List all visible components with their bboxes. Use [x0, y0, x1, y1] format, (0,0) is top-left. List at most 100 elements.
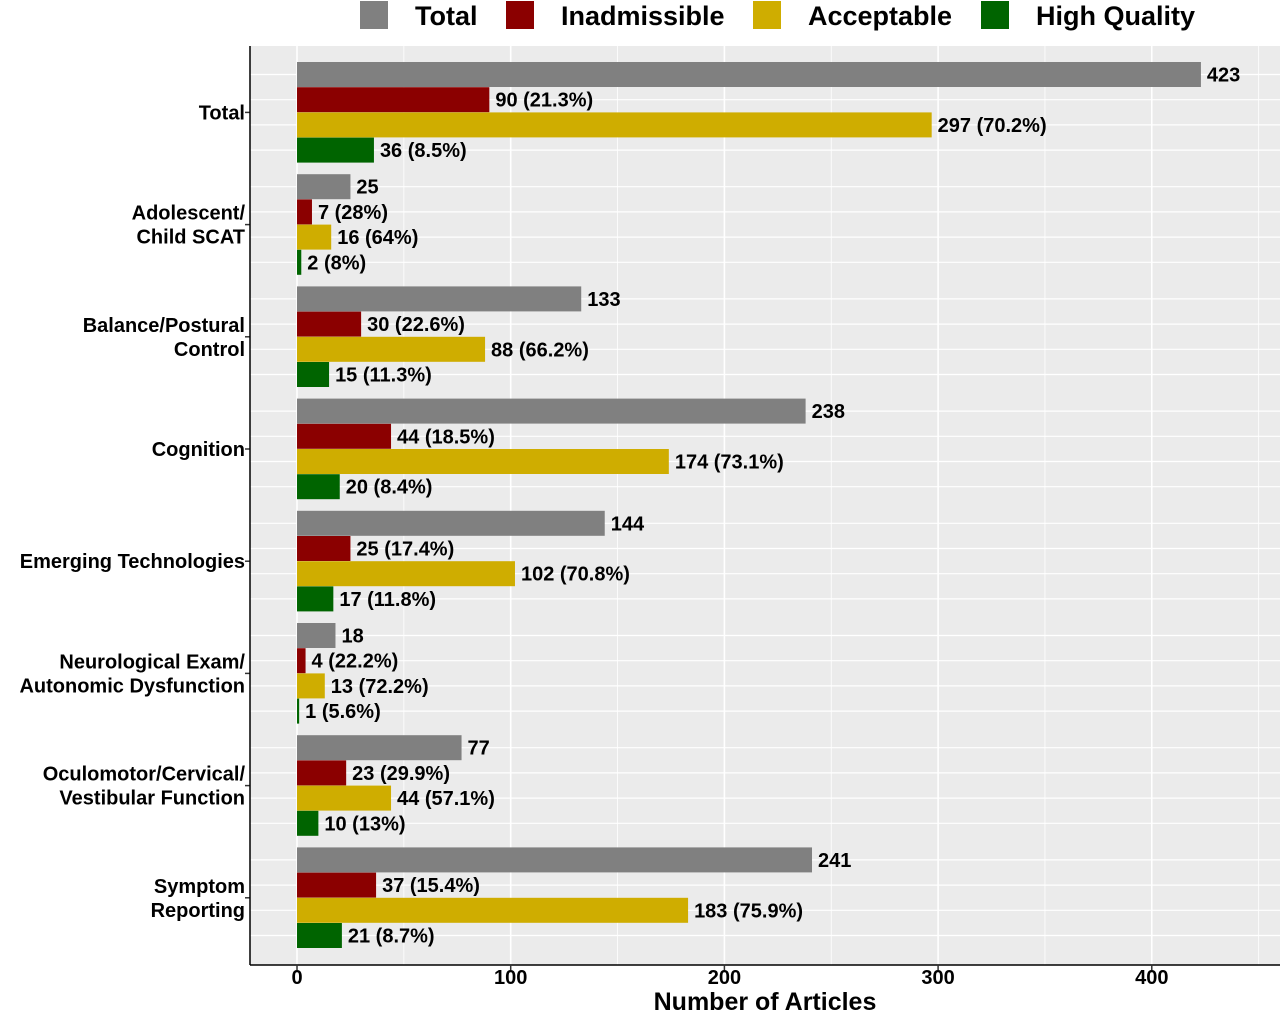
bar — [297, 474, 340, 500]
bar — [297, 698, 300, 724]
data-label: 36 (8.5%) — [380, 140, 467, 162]
data-label: 16 (64%) — [337, 227, 418, 249]
bar — [297, 224, 332, 250]
legend-label: Total — [415, 1, 478, 31]
data-label: 37 (15.4%) — [382, 875, 480, 897]
data-label: 238 — [812, 401, 845, 423]
bar — [297, 735, 462, 761]
category-label-line: Symptom — [154, 876, 245, 898]
x-axis-title: Number of Articles — [654, 988, 877, 1011]
data-label: 241 — [818, 850, 851, 872]
data-label: 144 — [611, 513, 645, 535]
data-label: 25 (17.4%) — [356, 539, 454, 561]
x-tick-label: 0 — [291, 967, 302, 989]
legend-swatch — [753, 1, 781, 29]
plot-panel — [250, 46, 1280, 965]
bar — [297, 362, 330, 387]
category-label-line: Emerging Technologies — [20, 551, 245, 573]
category-label: Emerging Technologies — [20, 551, 245, 573]
bar — [297, 760, 347, 786]
category-label-line: Adolescent/ — [132, 203, 246, 225]
bar — [297, 561, 515, 587]
data-label: 25 — [356, 177, 378, 199]
category-label: Balance/Postural Control — [83, 315, 245, 361]
legend-label: High Quality — [1036, 1, 1195, 31]
data-label: 20 (8.4%) — [346, 477, 433, 499]
data-label: 423 — [1207, 65, 1240, 87]
bar — [297, 923, 342, 948]
category-label-line: Balance/Postural — [83, 315, 245, 337]
x-tick-label: 300 — [921, 967, 954, 989]
bar — [297, 336, 486, 362]
category-label: Adolescent/Child SCAT — [132, 203, 246, 249]
bar — [297, 249, 302, 275]
category-label-line: Total — [199, 102, 245, 124]
bar — [297, 199, 312, 225]
bar — [297, 897, 689, 923]
data-label: 183 (75.9%) — [694, 900, 803, 922]
bar — [297, 112, 932, 138]
bar — [297, 449, 669, 474]
category-label: Oculomotor/Cervical/Vestibular Function — [43, 764, 246, 810]
data-label: 1 (5.6%) — [305, 701, 381, 723]
bar — [297, 137, 374, 163]
bar — [297, 87, 490, 113]
legend-label: Acceptable — [808, 1, 952, 31]
category-label-line: Oculomotor/Cervical/ — [43, 764, 246, 786]
bar — [297, 62, 1201, 87]
bar — [297, 847, 813, 873]
data-label: 15 (11.3%) — [335, 365, 432, 387]
bar — [297, 648, 306, 674]
legend-swatch — [506, 1, 534, 29]
x-tick-label: 200 — [708, 967, 741, 989]
category-label-line: Vestibular Function — [59, 788, 245, 810]
bar — [297, 673, 325, 699]
bar — [297, 536, 351, 561]
bar — [297, 872, 377, 898]
category-label-line: Neurological Exam/ — [59, 651, 245, 673]
bar — [297, 311, 362, 337]
data-label: 13 (72.2%) — [331, 676, 429, 698]
data-label: 18 — [341, 626, 363, 648]
data-label: 30 (22.6%) — [367, 314, 465, 336]
data-label: 2 (8%) — [307, 252, 366, 274]
bar — [297, 586, 334, 612]
data-label: 7 (28%) — [318, 202, 388, 224]
category-label: Cognition — [152, 439, 245, 461]
category-label: Symptom Reporting — [151, 876, 245, 922]
category-label: Total — [199, 102, 245, 124]
legend-swatch — [360, 1, 388, 29]
data-label: 17 (11.8%) — [339, 589, 436, 611]
category-label-line: Control — [174, 339, 245, 361]
bar — [297, 286, 582, 312]
bar — [297, 810, 319, 836]
data-label: 88 (66.2%) — [491, 339, 589, 361]
data-label: 21 (8.7%) — [348, 926, 435, 948]
legend-swatch — [981, 1, 1009, 29]
category-label-line: Cognition — [152, 439, 245, 461]
category-label-line: Reporting — [151, 900, 245, 922]
bar — [297, 398, 806, 424]
data-label: 297 (70.2%) — [938, 115, 1047, 137]
data-label: 77 — [468, 738, 490, 760]
data-label: 174 (73.1%) — [675, 452, 784, 474]
category-label-line: Autonomic Dysfunction — [19, 675, 245, 697]
data-label: 10 (13%) — [324, 813, 405, 835]
data-label: 102 (70.8%) — [521, 564, 630, 586]
data-label: 44 (18.5%) — [397, 426, 495, 448]
category-label: Neurological Exam/Autonomic Dysfunction — [19, 651, 245, 697]
data-label: 133 — [587, 289, 620, 311]
data-label: 44 (57.1%) — [397, 788, 495, 810]
bar — [297, 423, 392, 449]
legend-label: Inadmissible — [561, 1, 725, 31]
data-label: 90 (21.3%) — [495, 90, 593, 112]
category-label-line: Child SCAT — [136, 227, 245, 249]
bar — [297, 510, 605, 536]
x-tick-label: 100 — [494, 967, 527, 989]
data-label: 4 (22.2%) — [312, 651, 399, 673]
bar — [297, 623, 336, 648]
x-tick-label: 400 — [1135, 967, 1168, 989]
bar — [297, 174, 351, 200]
